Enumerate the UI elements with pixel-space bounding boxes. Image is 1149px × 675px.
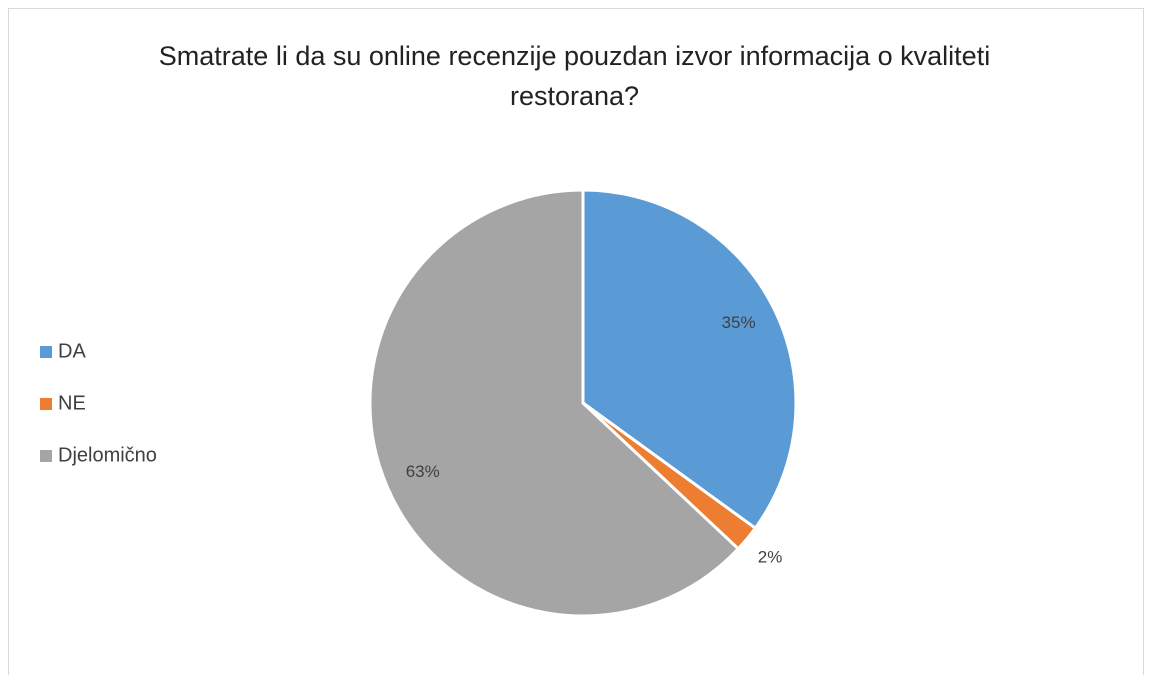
data-label: 63% [406, 462, 440, 481]
legend-swatch [40, 398, 52, 410]
pie-slice [368, 188, 741, 618]
legend-swatch [40, 450, 52, 462]
legend-swatch [40, 346, 52, 358]
chart-frame [8, 8, 1144, 675]
title-box: Smatrate li da su online recenzije pouzd… [0, 36, 1149, 116]
legend-label: Djelomično [58, 444, 157, 466]
data-label: 2% [758, 547, 783, 566]
chart-title: Smatrate li da su online recenzije pouzd… [158, 41, 991, 111]
legend-label: NE [58, 392, 86, 414]
data-label: 35% [722, 313, 756, 332]
pie-slice [581, 188, 798, 531]
legend-label: DA [58, 340, 86, 362]
